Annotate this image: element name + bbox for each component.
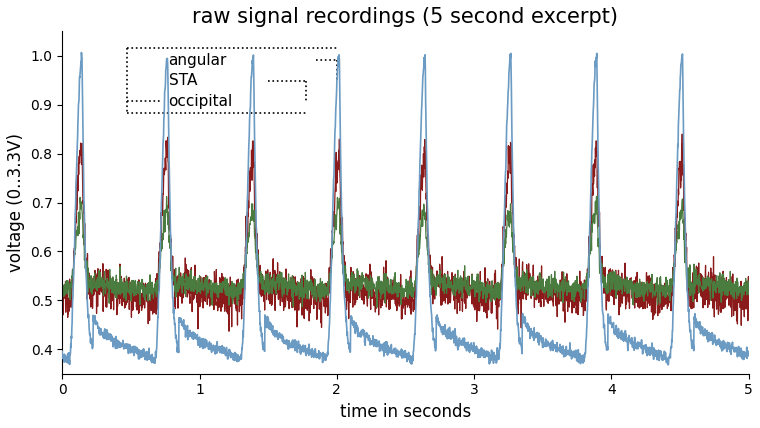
Text: STA: STA <box>169 74 197 89</box>
Text: occipital: occipital <box>169 94 233 109</box>
Text: angular: angular <box>169 53 227 68</box>
Title: raw signal recordings (5 second excerpt): raw signal recordings (5 second excerpt) <box>192 7 619 27</box>
X-axis label: time in seconds: time in seconds <box>340 403 471 421</box>
Y-axis label: voltage (0..3.3V): voltage (0..3.3V) <box>7 133 25 272</box>
